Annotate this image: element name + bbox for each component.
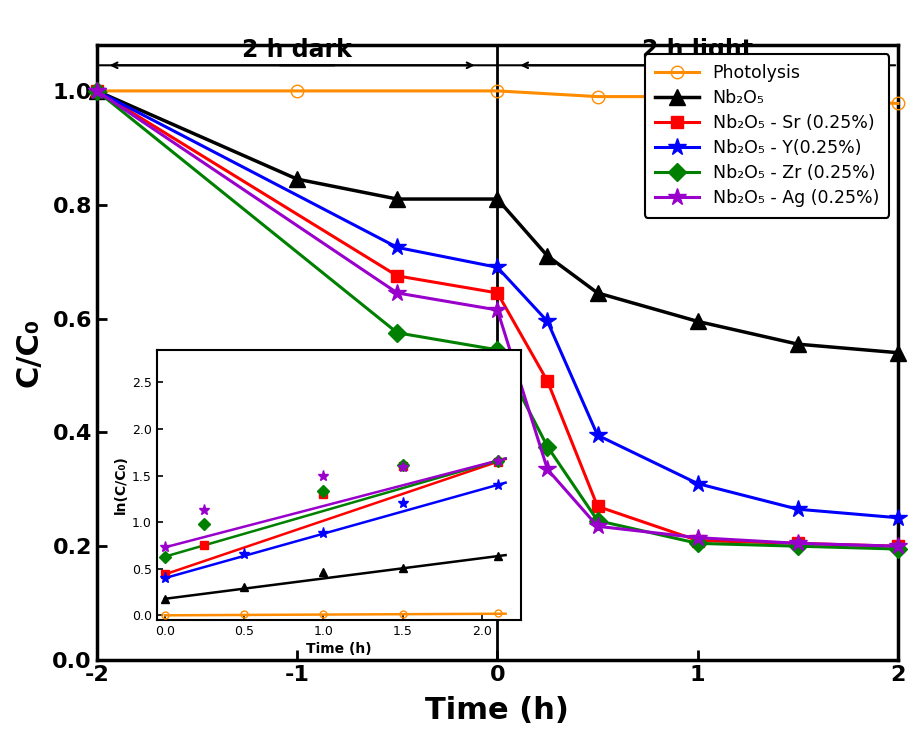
Nb₂O₅	[291, 175, 302, 184]
Nb₂O₅ - Ag (0.25%)	[892, 542, 904, 551]
Nb₂O₅ - Zr (0.25%)	[91, 87, 102, 95]
Line: Nb₂O₅: Nb₂O₅	[89, 83, 906, 361]
Nb₂O₅ - Ag (0.25%)	[592, 522, 603, 531]
Nb₂O₅ - Sr (0.25%)	[491, 289, 502, 297]
Nb₂O₅ - Sr (0.25%)	[592, 502, 603, 511]
Nb₂O₅ - Y(0.25%)	[491, 263, 502, 272]
Nb₂O₅ - Zr (0.25%)	[892, 545, 904, 554]
Nb₂O₅ - Zr (0.25%)	[491, 346, 502, 354]
Line: Nb₂O₅ - Sr (0.25%): Nb₂O₅ - Sr (0.25%)	[90, 84, 904, 553]
Nb₂O₅	[491, 195, 502, 204]
Nb₂O₅ - Y(0.25%)	[542, 317, 553, 326]
Nb₂O₅ - Zr (0.25%)	[542, 443, 553, 451]
Nb₂O₅	[692, 317, 703, 326]
Nb₂O₅ - Zr (0.25%)	[692, 539, 703, 548]
Nb₂O₅ - Ag (0.25%)	[91, 87, 102, 95]
Nb₂O₅ - Zr (0.25%)	[792, 542, 803, 551]
Nb₂O₅ - Y(0.25%)	[91, 87, 102, 95]
Nb₂O₅ - Y(0.25%)	[592, 431, 603, 440]
Photolysis	[491, 87, 502, 95]
Nb₂O₅	[592, 289, 603, 297]
Nb₂O₅ - Sr (0.25%)	[692, 536, 703, 545]
Nb₂O₅ - Y(0.25%)	[792, 505, 803, 514]
Nb₂O₅ - Y(0.25%)	[692, 480, 703, 488]
Legend: Photolysis, Nb₂O₅, Nb₂O₅ - Sr (0.25%), Nb₂O₅ - Y(0.25%), Nb₂O₅ - Zr (0.25%), Nb₂: Photolysis, Nb₂O₅, Nb₂O₅ - Sr (0.25%), N…	[644, 54, 890, 218]
Nb₂O₅ - Sr (0.25%)	[392, 272, 403, 280]
Nb₂O₅ - Sr (0.25%)	[892, 542, 904, 551]
Text: 2 h dark: 2 h dark	[242, 38, 352, 62]
Photolysis	[892, 99, 904, 108]
Line: Photolysis: Photolysis	[90, 84, 904, 110]
Nb₂O₅	[542, 252, 553, 260]
Y-axis label: C/C₀: C/C₀	[15, 318, 44, 387]
Nb₂O₅ - Ag (0.25%)	[692, 534, 703, 542]
X-axis label: Time (h): Time (h)	[425, 696, 569, 725]
Photolysis	[592, 92, 603, 101]
Nb₂O₅	[792, 340, 803, 349]
Line: Nb₂O₅ - Y(0.25%): Nb₂O₅ - Y(0.25%)	[88, 82, 907, 527]
Nb₂O₅ - Sr (0.25%)	[792, 539, 803, 548]
Nb₂O₅ - Ag (0.25%)	[542, 465, 553, 474]
Photolysis	[91, 87, 102, 95]
Line: Nb₂O₅ - Ag (0.25%): Nb₂O₅ - Ag (0.25%)	[88, 82, 907, 555]
Nb₂O₅ - Ag (0.25%)	[392, 289, 403, 297]
Nb₂O₅ - Zr (0.25%)	[392, 329, 403, 337]
Line: Nb₂O₅ - Zr (0.25%): Nb₂O₅ - Zr (0.25%)	[90, 84, 904, 555]
Nb₂O₅ - Ag (0.25%)	[792, 539, 803, 548]
Nb₂O₅ - Sr (0.25%)	[542, 377, 553, 386]
Photolysis	[792, 95, 803, 104]
Nb₂O₅	[892, 349, 904, 357]
Nb₂O₅	[392, 195, 403, 204]
Nb₂O₅	[91, 87, 102, 95]
Nb₂O₅ - Sr (0.25%)	[91, 87, 102, 95]
Nb₂O₅ - Ag (0.25%)	[491, 306, 502, 314]
Nb₂O₅ - Y(0.25%)	[892, 514, 904, 522]
Nb₂O₅ - Zr (0.25%)	[592, 517, 603, 525]
Nb₂O₅ - Y(0.25%)	[392, 243, 403, 252]
Photolysis	[692, 92, 703, 101]
Photolysis	[291, 87, 302, 95]
Text: 2 h light: 2 h light	[643, 38, 753, 62]
